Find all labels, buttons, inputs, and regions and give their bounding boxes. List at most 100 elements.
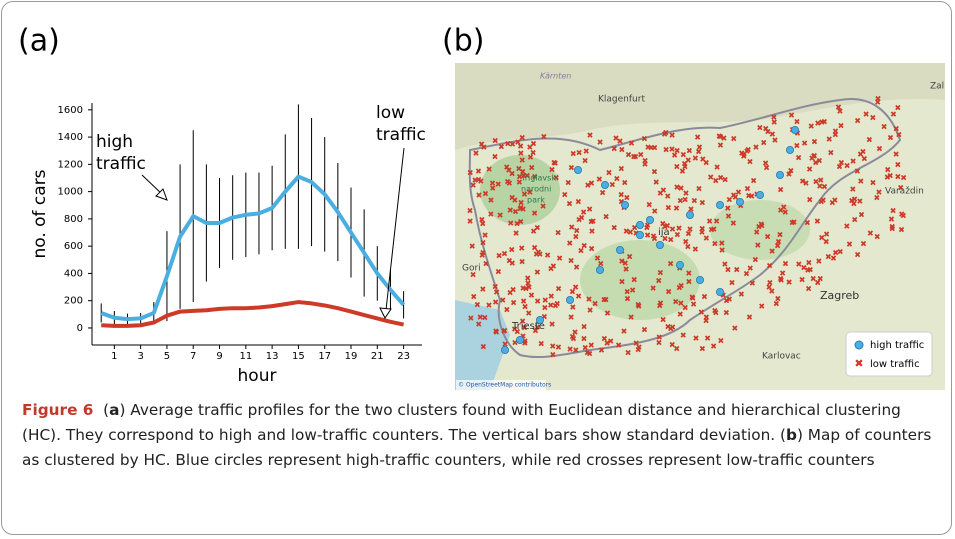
map-circle: [696, 275, 705, 284]
map-cross: ✖: [779, 269, 786, 278]
map-cross: ✖: [501, 327, 508, 336]
map-cross: ✖: [788, 166, 795, 175]
map-cross: ✖: [493, 288, 500, 297]
map-cross: ✖: [861, 155, 868, 164]
map-cross: ✖: [532, 327, 539, 336]
map-cross: ✖: [810, 152, 817, 161]
map-cross: ✖: [884, 173, 891, 182]
map-cross: ✖: [486, 165, 493, 174]
map-cross: ✖: [552, 159, 559, 168]
y-tick-label: 800: [64, 214, 83, 225]
map-cross: ✖: [854, 167, 861, 176]
map-cross: ✖: [467, 169, 474, 178]
map-cross: ✖: [660, 186, 667, 195]
map-cross: ✖: [653, 178, 660, 187]
map-cross: ✖: [688, 205, 695, 214]
map-cross: ✖: [821, 183, 828, 192]
map-cross: ✖: [656, 301, 663, 310]
map-cross: ✖: [826, 135, 833, 144]
panel-label: (a): [18, 24, 60, 59]
map-cross: ✖: [820, 196, 827, 205]
map-cross: ✖: [631, 224, 638, 233]
map-cross: ✖: [534, 223, 541, 232]
map-cross: ✖: [515, 138, 522, 147]
map-cross: ✖: [573, 227, 580, 236]
annotation: low: [376, 103, 405, 123]
map-cross: ✖: [767, 279, 774, 288]
map-region: [455, 63, 945, 150]
map-cross: ✖: [626, 253, 633, 262]
attribution-bg: [456, 380, 546, 390]
map-cross: ✖: [812, 159, 819, 168]
map-cross: ✖: [848, 196, 855, 205]
map-cross: ✖: [566, 239, 573, 248]
map-cross: ✖: [481, 314, 488, 323]
map-cross: ✖: [749, 279, 756, 288]
map-cross: ✖: [604, 309, 611, 318]
map-cross: ✖: [860, 147, 867, 156]
map-forest: [580, 240, 700, 320]
map-cross: ✖: [534, 323, 541, 332]
map-cross: ✖: [508, 246, 515, 255]
map-cross: ✖: [807, 266, 814, 275]
map-cross: ✖: [642, 160, 649, 169]
map-place: Kärnten: [540, 72, 571, 81]
map-cross: ✖: [735, 188, 742, 197]
map-cross: ✖: [707, 173, 714, 182]
map-cross: ✖: [585, 181, 592, 190]
map-place: Zagreb: [820, 289, 859, 302]
map-cross: ✖: [730, 219, 737, 228]
map-cross: ✖: [522, 303, 529, 312]
map-cross: ✖: [673, 345, 680, 354]
map-cross: ✖: [569, 303, 576, 312]
map-cross: ✖: [596, 175, 603, 184]
map-cross: ✖: [719, 246, 726, 255]
map-cross: ✖: [716, 132, 723, 141]
map-cross: ✖: [540, 202, 547, 211]
map-cross: ✖: [837, 247, 844, 256]
map-cross: ✖: [525, 279, 532, 288]
map-cross: ✖: [699, 345, 706, 354]
map-cross: ✖: [613, 134, 620, 143]
map-cross: ✖: [565, 179, 572, 188]
map-cross: ✖: [814, 119, 821, 128]
map-cross: ✖: [621, 327, 628, 336]
map-circle: [636, 230, 645, 239]
x-tick-label: 15: [292, 351, 305, 362]
map-cross: ✖: [586, 349, 593, 358]
map-cross: ✖: [717, 132, 724, 141]
map-cross: ✖: [517, 204, 524, 213]
map-cross: ✖: [657, 299, 664, 308]
map-cross: ✖: [889, 223, 896, 232]
map-cross: ✖: [811, 138, 818, 147]
map-cross: ✖: [799, 275, 806, 284]
map-cross: ✖: [635, 345, 642, 354]
map-cross: ✖: [726, 196, 733, 205]
map-place: Klagenfurt: [598, 95, 645, 105]
map-cross: ✖: [786, 278, 793, 287]
map-cross: ✖: [769, 247, 776, 256]
map-place: park: [527, 196, 545, 205]
map-cross: ✖: [628, 313, 635, 322]
map-cross: ✖: [863, 110, 870, 119]
map-cross: ✖: [479, 251, 486, 260]
map-circle: [516, 335, 525, 344]
map-cross: ✖: [510, 285, 517, 294]
map-cross: ✖: [568, 223, 575, 232]
map-circle: [536, 315, 545, 324]
map-cross: ✖: [791, 218, 798, 227]
map-cross: ✖: [720, 291, 727, 300]
map-cross: ✖: [527, 153, 534, 162]
map-cross: ✖: [470, 271, 477, 280]
map-cross: ✖: [487, 210, 494, 219]
map-cross: ✖: [766, 262, 773, 271]
map-cross: ✖: [713, 309, 720, 318]
map-cross: ✖: [618, 191, 625, 200]
map-cross: ✖: [748, 192, 755, 201]
map-cross: ✖: [625, 349, 632, 358]
map-cross: ✖: [856, 197, 863, 206]
map-cross: ✖: [686, 146, 693, 155]
map-circle: [646, 215, 655, 224]
